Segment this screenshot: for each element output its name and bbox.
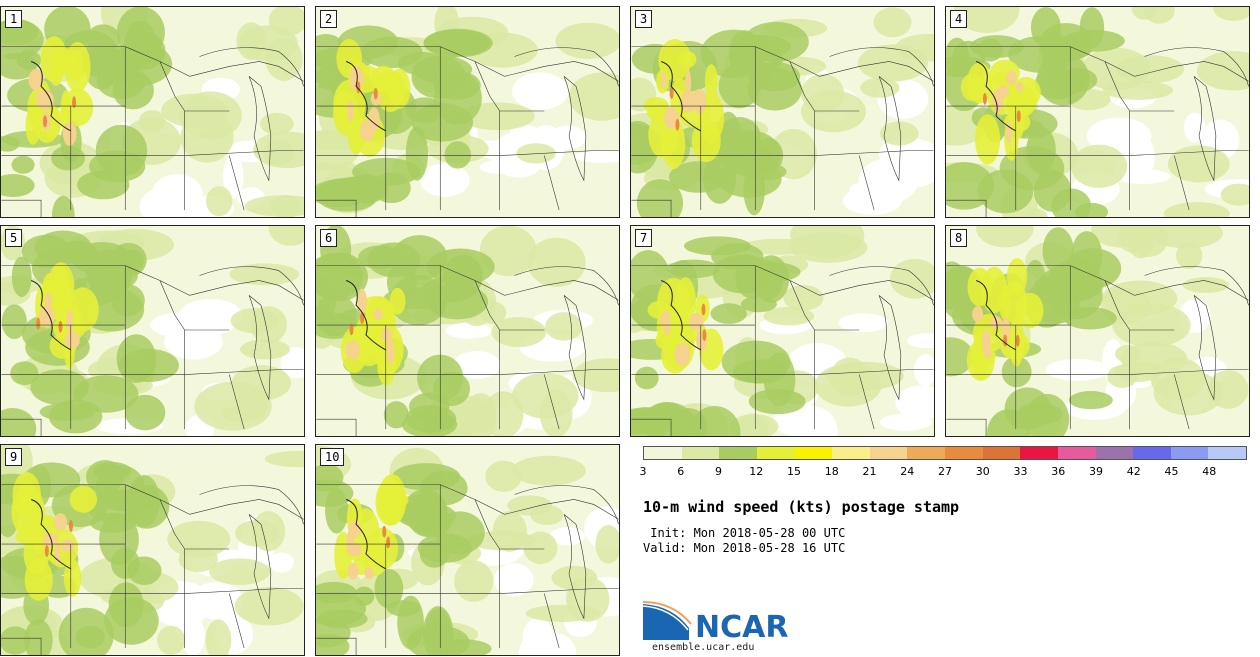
chart-title: 10-m wind speed (kts) postage stamp bbox=[643, 498, 960, 516]
colorbar-bin-14 bbox=[1170, 447, 1209, 459]
colorbar-tick-label: 30 bbox=[975, 465, 990, 478]
colorbar-tick-label: 33 bbox=[1013, 465, 1028, 478]
member-label: 2 bbox=[320, 10, 338, 28]
member-label: 1 bbox=[5, 10, 23, 28]
colorbar-tick-label: 24 bbox=[900, 465, 915, 478]
colorbar-tick-label: 15 bbox=[787, 465, 801, 478]
member-panel-4: 4 bbox=[945, 6, 1250, 218]
colorbar-tick-label: 42 bbox=[1126, 465, 1141, 478]
colorbar-tick-label: 12 bbox=[749, 465, 764, 478]
colorbar-tick-label: 21 bbox=[862, 465, 877, 478]
colorbar-bin-0 bbox=[644, 447, 682, 459]
member-label: 8 bbox=[950, 229, 968, 247]
member-panel-6: 6 bbox=[315, 225, 620, 437]
colorbar-bin-13 bbox=[1133, 447, 1171, 459]
logo-url: ensemble.ucar.edu bbox=[652, 642, 755, 653]
wind-speed-map bbox=[946, 7, 1249, 217]
wind-speed-map bbox=[946, 226, 1249, 436]
colorbar-tick-label: 45 bbox=[1164, 465, 1179, 478]
colorbar-bin-1 bbox=[681, 447, 720, 459]
colorbar-tick-label: 27 bbox=[938, 465, 952, 478]
valid-time: Valid: Mon 2018-05-28 16 UTC bbox=[643, 541, 846, 555]
colorbar-tick-label: 36 bbox=[1051, 465, 1066, 478]
member-panel-10: 10 bbox=[315, 444, 620, 656]
colorbar-bin-2 bbox=[719, 447, 757, 459]
member-panel-3: 3 bbox=[630, 6, 935, 218]
member-panel-5: 5 bbox=[0, 225, 305, 437]
wind-speed-map bbox=[1, 445, 304, 655]
ncar-logo: NCAR bbox=[643, 601, 788, 642]
wind-speed-map bbox=[1, 7, 304, 217]
colorbar-bin-11 bbox=[1057, 447, 1096, 459]
colorbar-tick-label: 6 bbox=[677, 465, 685, 478]
colorbar-bin-12 bbox=[1095, 447, 1134, 459]
wind-speed-map bbox=[1, 226, 304, 436]
wind-speed-map bbox=[631, 226, 934, 436]
colorbar-tick-label: 3 bbox=[639, 465, 647, 478]
colorbar-tick-label: 39 bbox=[1089, 465, 1103, 478]
colorbar-bin-8 bbox=[945, 447, 983, 459]
colorbar-bin-10 bbox=[1020, 447, 1058, 459]
member-panel-8: 8 bbox=[945, 225, 1250, 437]
colorbar-bin-3 bbox=[756, 447, 795, 459]
colorbar-bin-9 bbox=[982, 447, 1021, 459]
colorbar-ticks: 3 6 9 12 15 18 21 24 27 30 33 36 39 42 45 48 bbox=[639, 465, 1247, 481]
colorbar-bin-6 bbox=[869, 447, 908, 459]
colorbar-bin-4 bbox=[794, 447, 833, 459]
member-label: 4 bbox=[950, 10, 968, 28]
wind-speed-map bbox=[316, 445, 619, 655]
wind-speed-colorbar bbox=[643, 446, 1247, 460]
wind-speed-map bbox=[316, 226, 619, 436]
member-label: 9 bbox=[5, 448, 23, 466]
member-panel-1: 1 bbox=[0, 6, 305, 218]
member-label: 3 bbox=[635, 10, 653, 28]
member-label: 5 bbox=[5, 229, 23, 247]
colorbar-bin-15 bbox=[1208, 447, 1246, 459]
wind-speed-map bbox=[316, 7, 619, 217]
colorbar-tick-label: 18 bbox=[824, 465, 839, 478]
colorbar-tick-label: 48 bbox=[1202, 465, 1217, 478]
wind-speed-map bbox=[631, 7, 934, 217]
member-label: 7 bbox=[635, 229, 653, 247]
colorbar-bin-7 bbox=[907, 447, 945, 459]
member-panel-2: 2 bbox=[315, 6, 620, 218]
member-label: 10 bbox=[320, 448, 345, 466]
member-panel-7: 7 bbox=[630, 225, 935, 437]
init-time: Init: Mon 2018-05-28 00 UTC bbox=[643, 526, 846, 540]
logo-wordmark: NCAR bbox=[695, 610, 788, 642]
colorbar-bin-5 bbox=[832, 447, 870, 459]
member-label: 6 bbox=[320, 229, 338, 247]
colorbar-tick-label: 9 bbox=[715, 465, 722, 478]
member-panel-9: 9 bbox=[0, 444, 305, 656]
